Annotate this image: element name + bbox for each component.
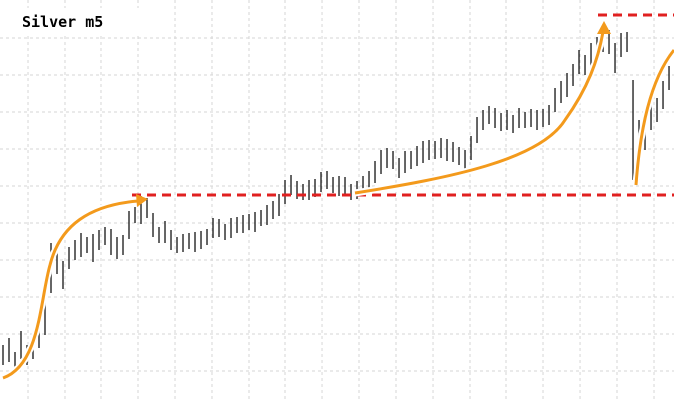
trend-curve (354, 31, 605, 195)
chart-title: Silver m5 (22, 13, 103, 31)
trend-arrow (597, 21, 611, 34)
trend-curve (634, 49, 674, 186)
trend-arrow (136, 194, 148, 207)
trend-curve (2, 199, 139, 380)
annotations (1, 13, 674, 382)
title-background (14, 8, 144, 34)
